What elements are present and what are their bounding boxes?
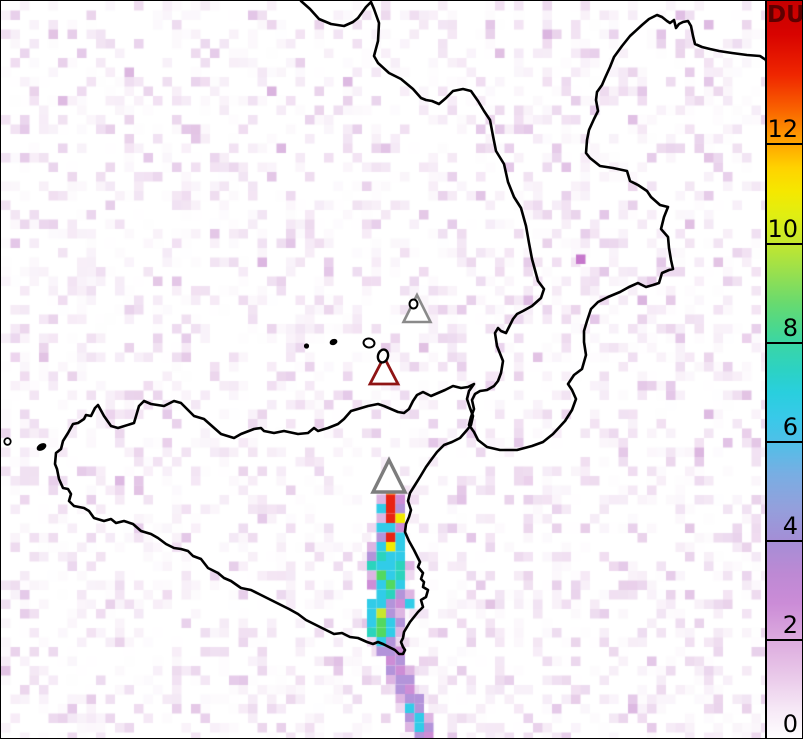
island-outline-1 — [408, 298, 419, 310]
colorbar-tick-mark — [767, 341, 802, 344]
volcano-marker-3 — [370, 456, 408, 494]
colorbar-gradient — [767, 1, 802, 738]
island-outline-5 — [329, 338, 338, 346]
coastline-mainland-calabria — [299, 1, 767, 452]
colorbar-tick-label: 0 — [782, 709, 798, 738]
coastline-sicily — [53, 382, 476, 656]
coastline-layer — [3, 1, 767, 656]
colorbar-tick-label: 10 — [767, 214, 798, 243]
island-outline-2 — [362, 337, 376, 349]
colorbar-tick-label: 12 — [767, 115, 798, 143]
colorbar: DU 12 10 8 6 4 2 0 — [765, 1, 803, 738]
colorbar-tick-mark — [767, 737, 802, 738]
island-outline-3 — [376, 348, 390, 364]
colorbar-tick-mark — [767, 638, 802, 641]
island-outline-4 — [303, 343, 310, 349]
colorbar-tick-label: 2 — [782, 610, 798, 639]
colorbar-tick-mark — [767, 242, 802, 245]
colorbar-unit-label: DU — [767, 2, 803, 28]
colorbar-tick-mark — [767, 440, 802, 443]
island-outline-7 — [36, 443, 47, 451]
volcano-marker-1 — [401, 292, 433, 324]
volcano-marker-2 — [367, 353, 401, 386]
colorbar-tick-label: 4 — [782, 511, 798, 540]
island-outline-6 — [3, 437, 12, 446]
colorbar-tick-label: 8 — [782, 313, 798, 342]
colorbar-tick-mark — [767, 143, 802, 145]
colorbar-tick-mark — [767, 539, 802, 542]
colorbar-tick-label: 6 — [782, 412, 798, 441]
